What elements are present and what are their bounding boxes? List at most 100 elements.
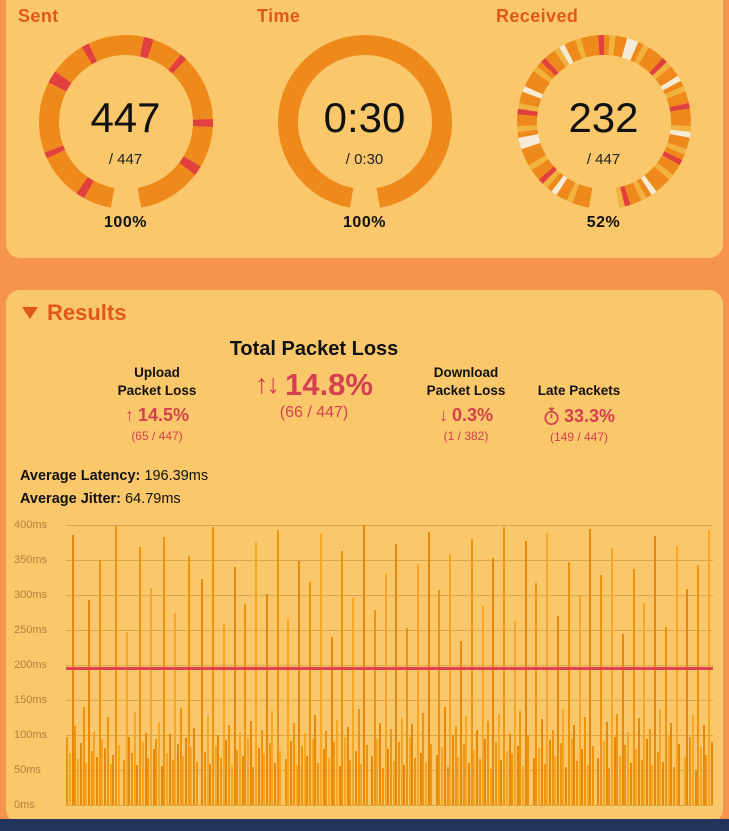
latency-bar [260,729,263,805]
latency-bar [497,714,500,805]
footer-strip [0,819,729,831]
latency-bar [98,559,101,805]
latency-bar [201,579,204,805]
latency-bar [314,714,317,805]
latency-bar [214,745,217,805]
average-latency-label: Average Latency: [20,467,141,484]
results-section-toggle[interactable]: Results [22,300,126,326]
latency-bar [600,574,603,805]
upload-packet-loss-number: 14.5% [137,405,190,426]
latency-bar [567,562,570,805]
latency-bar [325,731,328,805]
latency-bar [662,761,665,805]
latency-bar [616,713,619,805]
latency-bar [489,768,492,805]
late-packets-label: Late Packets [538,382,621,400]
donut-segment [516,35,691,210]
gauges-panel: Sent 447 / 447 100% Time 0:30 / 0:30 100… [6,0,723,258]
latency-bar [578,595,581,805]
latency-bar [481,605,484,805]
average-jitter-value: 64.79ms [125,490,181,507]
latency-bar [87,600,90,805]
latency-bar [565,766,568,805]
latency-bar [322,748,325,805]
latency-bar [371,756,374,805]
upload-packet-loss-value: ↑ 14.5% [125,405,189,426]
gauges-row: Sent 447 / 447 100% Time 0:30 / 0:30 100… [6,6,723,232]
donut-segment [516,34,691,209]
averages: Average Latency: 196.39ms Average Jitter… [20,468,715,507]
latency-bar [176,743,179,805]
latency-bar [392,761,395,805]
latency-bar [241,756,244,805]
latency-bar [540,719,543,805]
gauge-time-donut: 0:30 / 0:30 [277,34,453,210]
donut-segment [38,35,213,209]
chart-ytick-label: 50ms [14,763,41,776]
donut-segment [516,35,691,209]
latency-bar [77,759,80,805]
latency-bar [524,541,527,805]
latency-bar [492,558,495,805]
latency-bar [516,745,519,805]
latency-bar [174,613,177,805]
latency-bar [79,742,82,805]
donut-segment [516,34,691,209]
latency-bar [613,736,616,805]
latency-bar [217,735,220,805]
latency-bar [632,569,635,805]
latency-bar [357,709,360,805]
latency-bar [538,747,541,805]
latency-bar [543,763,546,805]
latency-bar [222,623,225,805]
late-packets-stat: Late Packets 33.3% (149 / 447) [520,338,638,444]
latency-bar [244,604,247,805]
latency-bar [141,742,144,805]
donut-segment [516,34,691,209]
latency-bar [327,757,330,805]
latency-bar [683,756,686,805]
latency-bar [702,725,705,805]
chart-ytick-label: 250ms [14,623,48,636]
donut-segment [38,34,213,209]
latency-bar [133,712,136,805]
latency-bar [300,746,303,805]
average-jitter-row: Average Jitter: 64.79ms [20,491,715,507]
latency-bar [344,736,347,805]
down-arrow-icon: ↓ [438,405,448,426]
latency-bar [443,707,446,805]
latency-bar [422,712,425,805]
donut-segment [38,35,213,209]
download-packet-loss-value: ↓ 0.3% [439,405,493,426]
latency-bar [689,737,692,805]
donut-segment [277,35,452,209]
latency-bar [362,525,365,805]
donut-segment [516,35,691,209]
gauge-received-ring [516,34,691,210]
latency-bar [581,749,584,805]
donut-segment [38,35,213,209]
latency-bar [608,768,611,805]
chart-gridline [66,664,713,666]
latency-bar [551,730,554,805]
latency-bar [236,749,239,805]
late-label-line1: Late Packets [537,383,621,398]
donut-segment [516,35,691,209]
gauge-sent-percent: 100% [104,214,147,231]
total-packet-loss-value: ↑↓ 14.8% [255,369,373,400]
latency-bar [96,756,99,805]
latency-bar [330,636,333,805]
gauge-received-sub: / 447 [586,150,621,168]
total-packet-loss-stat: Total Packet Loss ↑↓ 14.8% (66 / 447) [216,338,412,422]
latency-bar [500,760,503,805]
latency-bar [454,726,457,805]
upload-packet-loss-detail: (65 / 447) [131,429,183,444]
latency-bar [346,726,349,805]
results-header-label: Results [47,300,127,325]
latency-bar [465,716,468,805]
latency-bar [360,763,363,805]
latency-bar [699,747,702,805]
upload-label-line1: Upload [134,365,180,380]
late-packets-detail: (149 / 447) [549,429,609,444]
latency-bar [419,752,422,805]
